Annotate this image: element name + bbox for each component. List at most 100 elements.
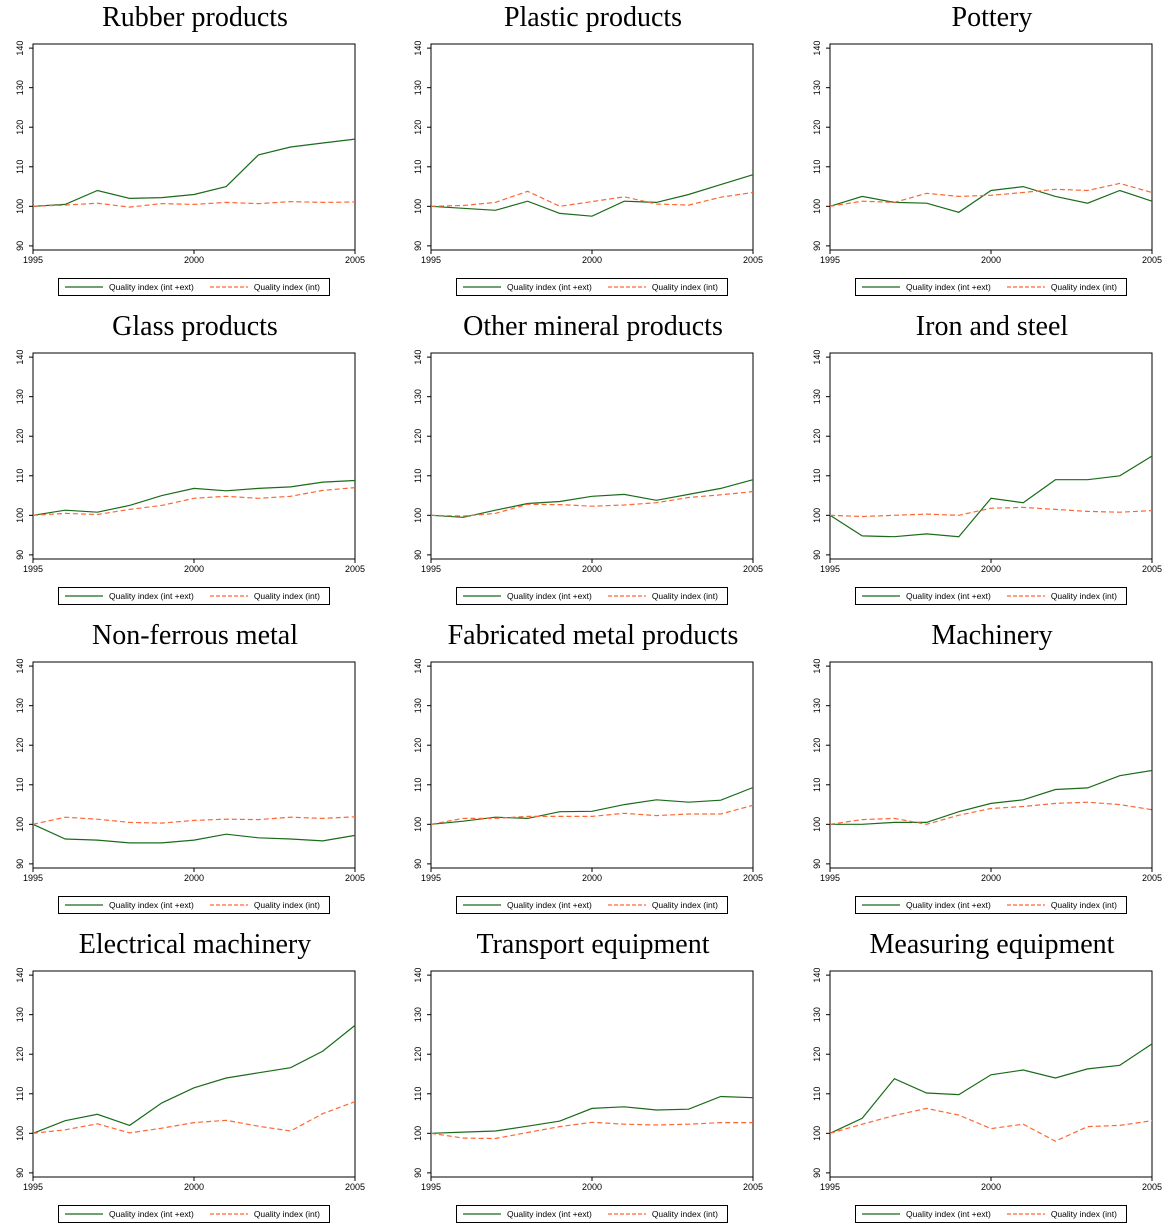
chart-panel: Plastic products 90 100 110 120 130 140 1995 200… — [398, 0, 788, 305]
legend-label: Quality index (int +ext) — [906, 900, 991, 910]
chart-title: Transport equipment — [476, 929, 710, 960]
plot-frame — [829, 352, 1153, 560]
series-line-int-ext — [32, 138, 356, 207]
y-tick-label: 100 — [812, 508, 822, 523]
legend-item: Quality index (int +ext) — [65, 282, 194, 292]
line-chart: 90 100 110 120 130 140 1995 2000 2005 — [812, 350, 1162, 574]
series-line-int-ext — [32, 823, 356, 844]
legend-item: Quality index (int +ext) — [463, 591, 592, 601]
x-tick-label: 2005 — [1142, 1182, 1162, 1192]
y-tick-label: 140 — [413, 968, 423, 983]
x-tick-label: 2000 — [981, 564, 1001, 574]
y-tick-label: 130 — [812, 698, 822, 713]
y-tick-label: 110 — [812, 160, 822, 174]
series-line-int-ext — [430, 174, 754, 217]
x-tick-label: 1995 — [820, 873, 840, 883]
series-line-int-ext — [32, 1024, 356, 1134]
y-tick-label: 90 — [15, 859, 25, 869]
chart-panel: Glass products 90 100 110 120 130 140 1995 2000 2… — [0, 309, 390, 614]
x-tick-label: 2005 — [345, 1182, 365, 1192]
y-tick-label: 100 — [15, 1126, 25, 1141]
legend: Quality index (int +ext) Quality index (i… — [855, 1205, 1127, 1223]
y-tick-label: 110 — [15, 1087, 25, 1101]
y-tick-label: 110 — [15, 160, 25, 174]
y-tick-label: 120 — [15, 120, 25, 135]
legend: Quality index (int +ext) Quality index (i… — [58, 587, 330, 605]
y-tick-label: 110 — [413, 778, 423, 792]
x-tick-label: 1995 — [820, 564, 840, 574]
legend-label: Quality index (int) — [1050, 282, 1117, 292]
x-tick-label: 2000 — [582, 873, 602, 883]
plot-frame — [829, 661, 1153, 869]
legend-label: Quality index (int +ext) — [906, 282, 991, 292]
y-tick-label: 120 — [413, 1047, 423, 1062]
legend-swatch — [65, 286, 103, 288]
plot-frame — [32, 661, 356, 869]
line-chart: 90 100 110 120 130 140 1995 2000 2005 — [413, 41, 763, 265]
legend-item: Quality index (int) — [209, 900, 320, 910]
y-tick-label: 130 — [15, 80, 25, 95]
y-tick-label: 90 — [413, 550, 423, 560]
plot-frame — [32, 970, 356, 1178]
x-tick-label: 2005 — [1142, 873, 1162, 883]
chart-title: Rubber products — [102, 2, 288, 33]
legend-label: Quality index (int) — [1050, 900, 1117, 910]
chart-title: Measuring equipment — [869, 929, 1115, 960]
legend-item: Quality index (int) — [1006, 591, 1117, 601]
legend: Quality index (int +ext) Quality index (i… — [855, 278, 1127, 296]
x-tick-label: 1995 — [23, 255, 43, 265]
y-tick-label: 110 — [413, 469, 423, 483]
chart-title: Other mineral products — [463, 311, 723, 342]
y-tick-label: 120 — [812, 120, 822, 135]
series-line-int — [32, 1101, 356, 1134]
line-chart: 90 100 110 120 130 140 1995 2000 2005 — [413, 659, 763, 883]
x-tick-label: 2005 — [743, 873, 763, 883]
x-tick-label: 1995 — [421, 1182, 441, 1192]
series-line-int-ext — [830, 769, 1153, 825]
series-line-int — [829, 801, 1153, 825]
y-tick-label: 130 — [15, 389, 25, 404]
x-tick-label: 1995 — [23, 873, 43, 883]
x-tick-label: 2005 — [345, 564, 365, 574]
y-tick-label: 100 — [15, 817, 25, 832]
legend-swatch — [463, 1213, 501, 1215]
legend-item: Quality index (int) — [607, 282, 718, 292]
legend-label: Quality index (int) — [253, 282, 320, 292]
y-tick-label: 120 — [812, 1047, 822, 1062]
y-tick-label: 100 — [812, 817, 822, 832]
x-tick-label: 1995 — [23, 564, 43, 574]
y-tick-label: 120 — [812, 429, 822, 444]
y-tick-label: 90 — [15, 241, 25, 251]
legend-item: Quality index (int +ext) — [862, 282, 991, 292]
legend-swatch — [463, 286, 501, 288]
chart-panel: Iron and steel 90 100 110 120 130 140 1995 2000 2… — [797, 309, 1168, 614]
legend-item: Quality index (int) — [1006, 1209, 1117, 1219]
legend-label: Quality index (int +ext) — [906, 591, 991, 601]
y-tick-label: 90 — [812, 1168, 822, 1178]
chart-title: Iron and steel — [915, 311, 1069, 342]
x-tick-label: 2000 — [981, 255, 1001, 265]
plot-frame — [32, 352, 356, 560]
y-tick-label: 140 — [15, 659, 25, 674]
legend-swatch — [1006, 1213, 1045, 1215]
plot-frame — [430, 43, 754, 251]
legend: Quality index (int +ext) Quality index (i… — [456, 587, 728, 605]
legend-label: Quality index (int) — [651, 900, 718, 910]
legend-label: Quality index (int) — [253, 900, 320, 910]
series-line-int-ext — [430, 786, 754, 825]
legend-swatch — [463, 904, 501, 906]
x-tick-label: 1995 — [23, 1182, 43, 1192]
legend-label: Quality index (int +ext) — [906, 1209, 991, 1219]
legend-item: Quality index (int) — [607, 591, 718, 601]
line-chart: 90 100 110 120 130 140 1995 2000 2005 — [15, 968, 365, 1192]
legend-swatch — [607, 904, 646, 906]
y-tick-label: 140 — [812, 41, 822, 56]
legend-item: Quality index (int +ext) — [65, 1209, 194, 1219]
line-chart: 90 100 110 120 130 140 1995 2000 2005 — [15, 350, 365, 574]
x-tick-label: 2000 — [184, 255, 204, 265]
x-tick-label: 2000 — [582, 255, 602, 265]
x-tick-label: 1995 — [421, 564, 441, 574]
y-tick-label: 140 — [812, 350, 822, 365]
chart-title: Non-ferrous metal — [91, 620, 299, 651]
y-tick-label: 110 — [812, 1087, 822, 1101]
